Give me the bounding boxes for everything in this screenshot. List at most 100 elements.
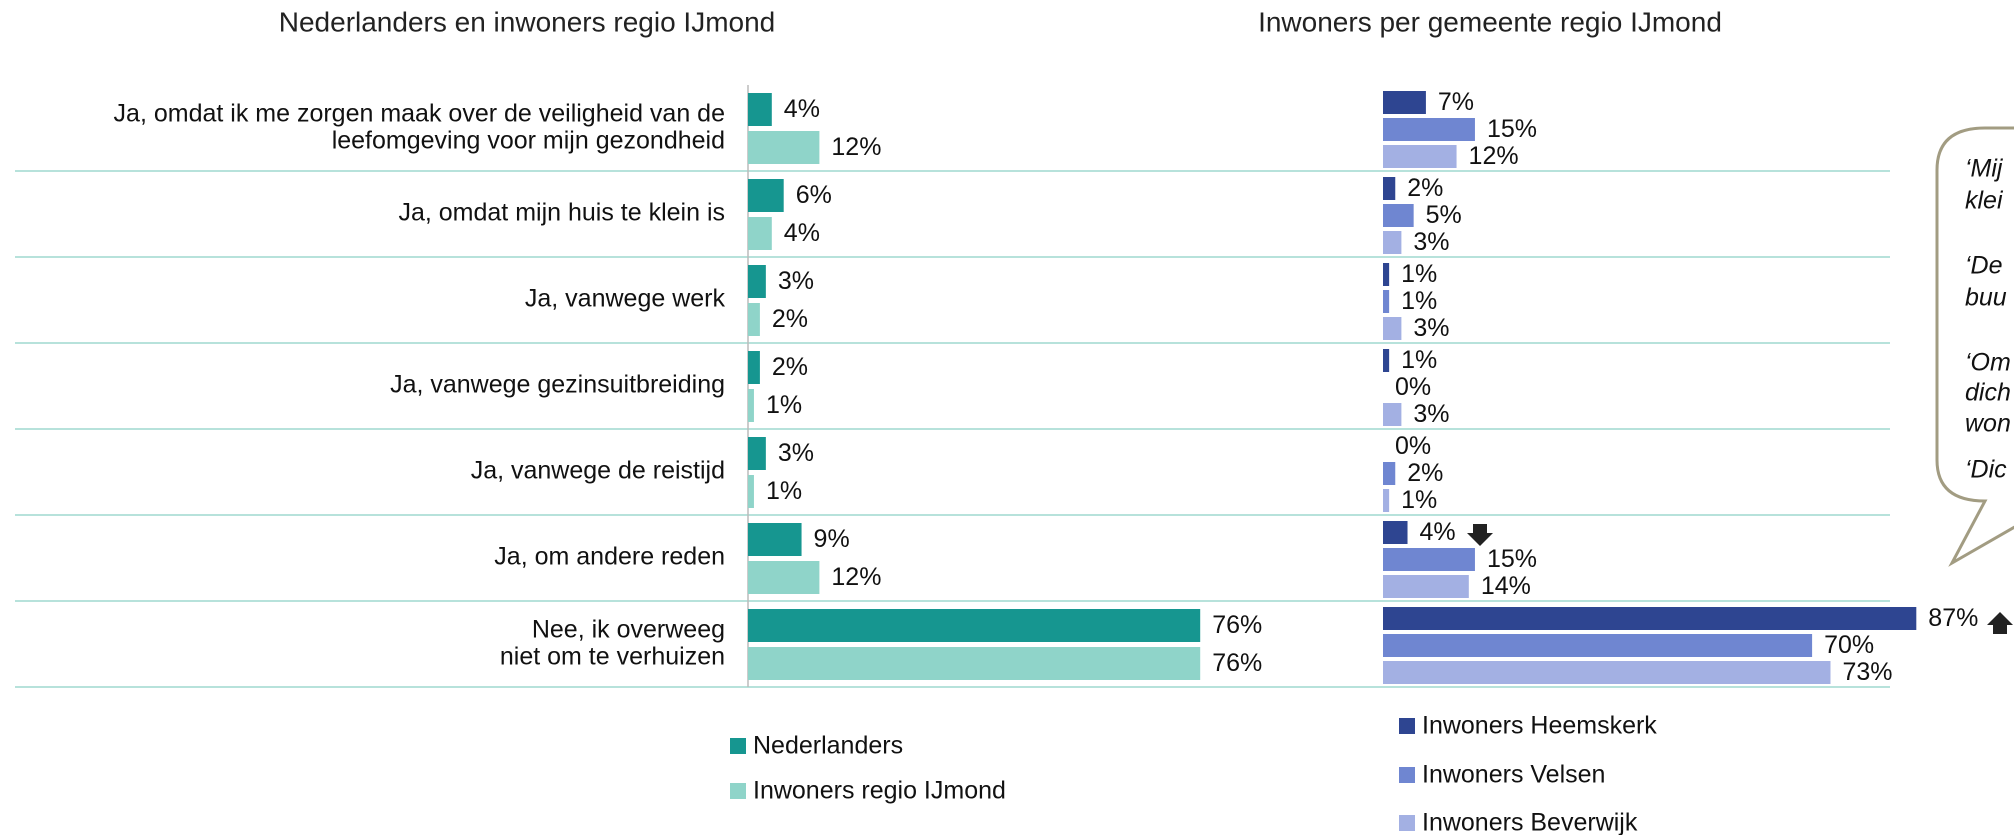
value-label: 70% — [1824, 631, 1874, 659]
bar — [1383, 91, 1426, 114]
callout-text: ‘Mij — [1965, 155, 2004, 183]
value-label: 2% — [1407, 459, 1443, 487]
bar — [748, 561, 820, 594]
value-label: 4% — [784, 219, 820, 247]
value-label: 7% — [1438, 88, 1474, 116]
bar — [748, 351, 760, 384]
callout-bubble — [1935, 126, 2014, 567]
callout-text: klei — [1965, 187, 2004, 215]
down-arrow-icon — [1467, 524, 1493, 546]
value-label: 3% — [1413, 314, 1449, 342]
bar — [1383, 489, 1390, 512]
callout-text: ‘Om — [1965, 349, 2011, 377]
value-label: 14% — [1481, 572, 1531, 600]
category-label: Ja, vanwege gezinsuitbreiding — [390, 371, 725, 399]
legend-swatch — [1399, 815, 1415, 831]
bar — [1383, 634, 1813, 657]
bar — [1383, 661, 1831, 684]
category-label: Ja, vanwege werk — [525, 285, 726, 313]
category-label: Ja, om andere reden — [494, 543, 725, 571]
value-label: 3% — [778, 439, 814, 467]
callout-text: dich — [1965, 379, 2011, 407]
value-label: 3% — [778, 267, 814, 295]
legend-label: Inwoners Beverwijk — [1422, 809, 1638, 835]
value-label: 9% — [814, 525, 850, 553]
legend-swatch — [1399, 767, 1415, 783]
category-label: Ja, omdat ik me zorgen maak over de veil… — [114, 99, 725, 154]
bar — [1383, 403, 1402, 426]
bar — [1383, 548, 1475, 571]
chart-title: Nederlanders en inwoners regio IJmond — [279, 6, 776, 37]
bar — [1383, 462, 1396, 485]
callout-text: ‘De — [1965, 252, 2003, 280]
legend-label: Inwoners regio IJmond — [753, 777, 1006, 805]
value-label: 2% — [772, 353, 808, 381]
value-label: 4% — [1420, 518, 1456, 546]
value-label: 1% — [766, 391, 802, 419]
value-label: 1% — [766, 477, 802, 505]
value-label: 6% — [796, 181, 832, 209]
category-label: Ja, omdat mijn huis te klein is — [398, 199, 725, 227]
bar — [748, 475, 754, 508]
bar — [1383, 204, 1414, 227]
bar — [1383, 290, 1390, 313]
value-label: 3% — [1413, 400, 1449, 428]
value-label: 15% — [1487, 115, 1537, 143]
bar — [748, 437, 766, 470]
legend-label: Nederlanders — [753, 732, 903, 760]
callout-text: buu — [1965, 284, 2007, 312]
value-label: 1% — [1401, 287, 1437, 315]
bar — [1383, 231, 1402, 254]
value-label: 15% — [1487, 545, 1537, 573]
bar — [1383, 521, 1408, 544]
callout-text: ‘Dic — [1965, 456, 2007, 484]
bar — [1383, 118, 1475, 141]
bar — [748, 647, 1201, 680]
value-label: 73% — [1842, 658, 1892, 686]
up-arrow-icon — [1987, 612, 2013, 634]
value-label: 12% — [1469, 142, 1519, 170]
value-label: 76% — [1212, 649, 1262, 677]
bar — [748, 523, 802, 556]
legend-swatch — [1399, 718, 1415, 734]
chart-title: Inwoners per gemeente regio IJmond — [1258, 6, 1722, 37]
value-label: 2% — [1407, 174, 1443, 202]
bar — [1383, 263, 1390, 286]
bar — [748, 265, 766, 298]
bar — [748, 131, 820, 164]
legend-swatch — [730, 738, 746, 754]
callout-text: won — [1965, 410, 2011, 438]
category-label: Nee, ik overweeg niet om te verhuizen — [500, 615, 725, 670]
value-label: 0% — [1395, 432, 1431, 460]
value-label: 1% — [1401, 260, 1437, 288]
value-label: 1% — [1401, 486, 1437, 514]
bar — [1383, 317, 1402, 340]
value-label: 3% — [1413, 228, 1449, 256]
bar — [1383, 607, 1917, 630]
bar — [748, 179, 784, 212]
legend-label: Inwoners Velsen — [1422, 761, 1605, 789]
bar — [748, 93, 772, 126]
legend-swatch — [730, 783, 746, 799]
bar — [1383, 177, 1396, 200]
value-label: 2% — [772, 305, 808, 333]
bar — [1383, 349, 1390, 372]
bar — [748, 217, 772, 250]
bar — [1383, 145, 1457, 168]
value-label: 76% — [1212, 611, 1262, 639]
legend-label: Inwoners Heemskerk — [1422, 712, 1657, 740]
category-label: Ja, vanwege de reistijd — [471, 457, 725, 485]
bar — [748, 303, 760, 336]
value-label: 12% — [831, 563, 881, 591]
value-label: 0% — [1395, 373, 1431, 401]
bar — [748, 609, 1201, 642]
value-label: 12% — [831, 133, 881, 161]
callout-shape — [1935, 126, 2014, 567]
value-label: 5% — [1426, 201, 1462, 229]
value-label: 87% — [1928, 604, 1978, 632]
value-label: 4% — [784, 95, 820, 123]
bar — [748, 389, 754, 422]
bar — [1383, 575, 1469, 598]
